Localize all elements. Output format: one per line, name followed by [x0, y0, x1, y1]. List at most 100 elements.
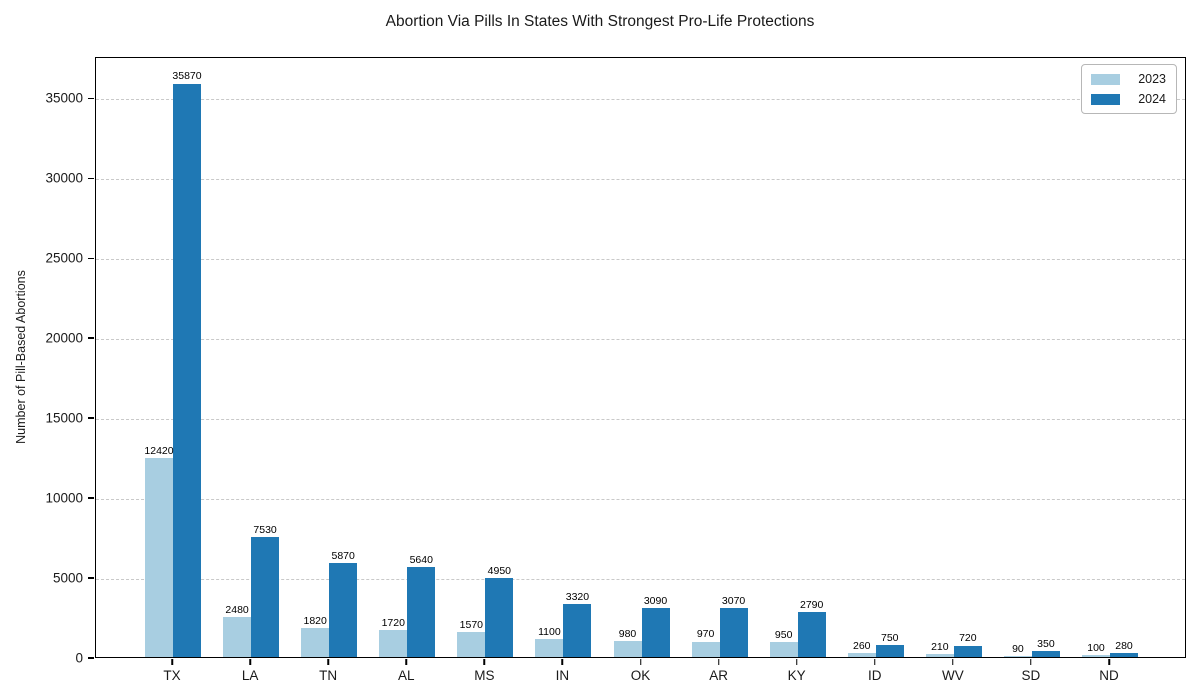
x-tick-label-ND: ND — [1099, 668, 1119, 683]
bar-2023-IN — [535, 639, 564, 657]
bar-2024-TX — [173, 83, 201, 657]
bar-value-label-2023-ND: 100 — [1087, 642, 1105, 655]
bar-value-label-2024-AL: 5640 — [409, 553, 433, 566]
bar-2024-LA — [251, 536, 280, 657]
bar-2023-LA — [223, 617, 252, 657]
bar-value-label-2023-IN: 1100 — [538, 626, 561, 639]
y-tick-label-0: 0 — [75, 650, 83, 666]
y-tick-mark-5000 — [88, 577, 94, 579]
x-tick-label-WV: WV — [941, 668, 964, 683]
bar-2024-SD — [1031, 651, 1060, 657]
gridline-30000 — [96, 179, 1185, 181]
bar-2023-ID — [847, 652, 876, 657]
gridline-5000 — [96, 579, 1185, 581]
y-tick-label-10000: 10000 — [45, 490, 83, 506]
gridline-15000 — [96, 419, 1185, 421]
x-tick-label-TX: TX — [163, 668, 181, 683]
bar-value-label-2023-ID: 260 — [852, 639, 871, 652]
y-tick-label-25000: 25000 — [45, 250, 83, 266]
x-tick-mark-LA — [249, 658, 251, 665]
y-tick-label-20000: 20000 — [45, 330, 83, 346]
bar-value-label-2024-IN: 3320 — [565, 590, 590, 603]
y-tick-label-30000: 30000 — [45, 170, 83, 186]
legend-label-2023: 2023 — [1138, 72, 1166, 86]
bar-2024-IN — [563, 603, 592, 657]
legend-swatch-2024 — [1091, 93, 1120, 105]
bar-value-label-2024-TN: 5870 — [331, 550, 355, 563]
bar-value-label-2024-LA: 7530 — [253, 523, 277, 536]
legend: 2023 2024 — [1081, 64, 1177, 114]
bar-value-label-2024-MS: 4950 — [487, 564, 512, 577]
y-tick-mark-30000 — [88, 177, 94, 180]
x-tick-mark-MS — [483, 658, 486, 665]
bar-2023-KY — [769, 641, 798, 657]
x-tick-label-SD: SD — [1021, 668, 1041, 683]
bar-value-label-2023-TN: 1820 — [303, 614, 327, 627]
x-tick-mark-AL — [405, 658, 407, 665]
y-tick-mark-35000 — [88, 97, 94, 100]
chart-title: Abortion Via Pills In States With Strong… — [385, 13, 815, 30]
bar-value-label-2024-WV: 720 — [959, 632, 977, 645]
x-tick-mark-ID — [874, 658, 876, 665]
bar-2024-MS — [485, 577, 514, 657]
x-tick-mark-TN — [327, 658, 329, 665]
y-tick-mark-25000 — [88, 257, 94, 260]
x-tick-mark-ND — [1108, 658, 1110, 665]
x-tick-label-LA: LA — [241, 668, 259, 683]
legend-label-2024: 2024 — [1138, 92, 1166, 106]
bar-2024-AR — [719, 607, 748, 657]
bar-value-label-2023-MS: 1570 — [459, 618, 484, 631]
y-tick-label-15000: 15000 — [45, 410, 83, 426]
bar-2024-ND — [1110, 652, 1138, 657]
y-tick-label-5000: 5000 — [52, 570, 83, 586]
bar-2023-WV — [925, 653, 954, 657]
gridline-20000 — [96, 339, 1185, 341]
y-tick-mark-15000 — [88, 417, 94, 419]
y-tick-mark-10000 — [88, 497, 94, 499]
bar-2023-TX — [145, 458, 173, 657]
x-tick-mark-SD — [1030, 658, 1032, 665]
bar-2023-OK — [613, 641, 642, 657]
bar-2024-WV — [953, 645, 982, 657]
x-tick-mark-TX — [171, 658, 173, 665]
bar-value-label-2023-AL: 1720 — [381, 616, 405, 629]
x-tick-label-ID: ID — [868, 668, 882, 683]
bar-value-label-2023-OK: 980 — [618, 628, 637, 641]
bar-value-label-2024-ND: 280 — [1115, 639, 1133, 652]
bar-value-label-2023-LA: 2480 — [225, 604, 249, 617]
x-tick-label-KY: KY — [787, 668, 806, 683]
bar-value-label-2023-KY: 950 — [774, 628, 793, 641]
bar-value-label-2024-OK: 3090 — [643, 594, 668, 607]
bar-value-label-2024-AR: 3070 — [721, 594, 746, 607]
bar-value-label-2024-ID: 750 — [880, 632, 899, 644]
y-axis-label: Number of Pill-Based Abortions — [14, 270, 28, 444]
bar-2024-KY — [797, 612, 826, 657]
bar-value-label-2024-SD: 350 — [1037, 638, 1055, 651]
bar-value-label-2023-WV: 210 — [931, 640, 949, 653]
y-tick-label-35000: 35000 — [45, 90, 83, 106]
bar-2024-ID — [875, 645, 904, 657]
gridline-10000 — [96, 499, 1185, 501]
x-tick-mark-OK — [639, 658, 642, 665]
x-tick-mark-KY — [795, 658, 798, 665]
bar-value-label-2023-TX: 12420 — [144, 445, 174, 458]
bar-2024-TN — [329, 563, 358, 657]
bar-value-label-2023-AR: 970 — [696, 628, 715, 641]
bar-2023-MS — [457, 631, 486, 657]
legend-item-2024: 2024 — [1091, 92, 1166, 106]
x-tick-label-MS: MS — [474, 668, 495, 683]
x-tick-label-OK: OK — [630, 668, 651, 683]
x-tick-mark-WV — [952, 658, 954, 665]
bar-2023-TN — [301, 627, 330, 657]
legend-swatch-2023 — [1091, 73, 1120, 85]
bar-value-label-2024-KY: 2790 — [799, 599, 824, 612]
x-tick-label-TN: TN — [319, 668, 338, 683]
x-tick-label-AR: AR — [709, 668, 728, 683]
bar-2023-SD — [1003, 655, 1032, 657]
gridline-25000 — [96, 259, 1185, 261]
x-tick-mark-IN — [561, 658, 564, 665]
x-tick-label-IN: IN — [555, 668, 570, 683]
y-tick-mark-0 — [88, 657, 94, 659]
plot-area: 2023 2024 12420 35870 2480 7530 1820 5870 1720 5… — [95, 57, 1186, 658]
